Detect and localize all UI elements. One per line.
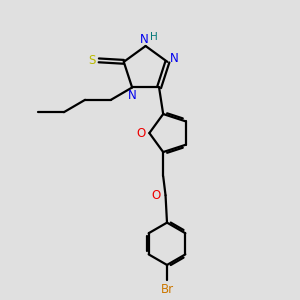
Text: Br: Br [160, 283, 174, 296]
Text: O: O [136, 127, 146, 140]
Text: O: O [152, 189, 161, 202]
Text: N: N [128, 89, 136, 102]
Text: N: N [140, 33, 148, 46]
Text: S: S [88, 54, 96, 67]
Text: N: N [170, 52, 179, 65]
Text: H: H [150, 32, 158, 42]
